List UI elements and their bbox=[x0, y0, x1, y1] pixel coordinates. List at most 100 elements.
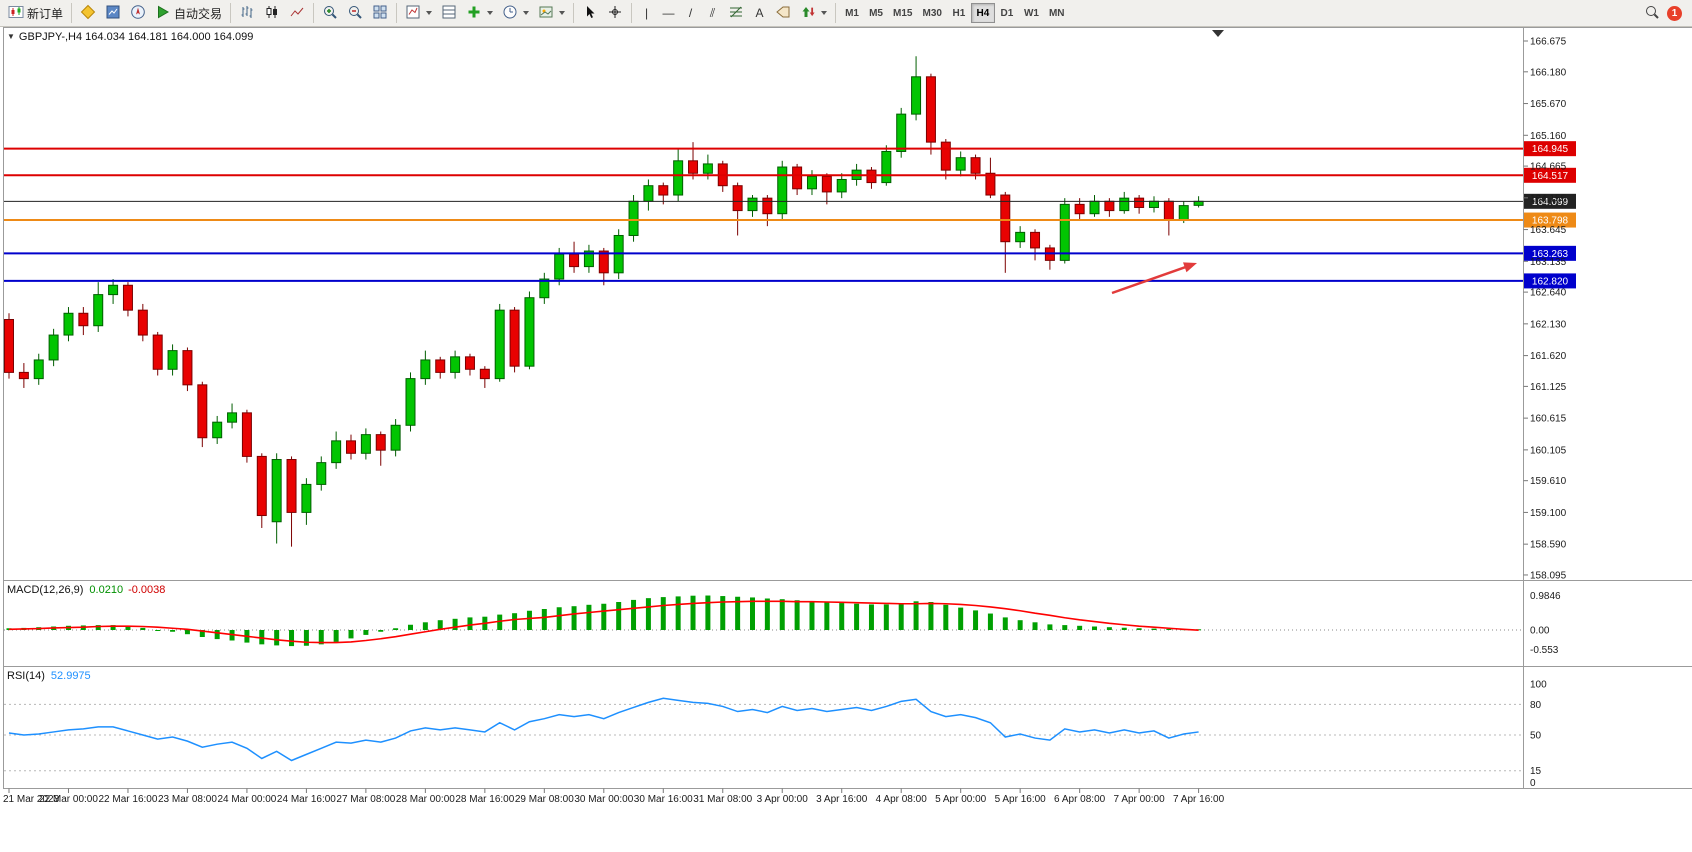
chevron-down-icon bbox=[523, 11, 530, 15]
new-order-button[interactable]: 新订单 bbox=[4, 2, 67, 24]
autotrading-icon bbox=[155, 4, 171, 23]
rsi-scale-label: 15 bbox=[1530, 766, 1542, 777]
timeframe-button-MN[interactable]: MN bbox=[1044, 3, 1070, 23]
macd-bar bbox=[883, 604, 889, 630]
notification-badge[interactable]: 1 bbox=[1667, 5, 1682, 21]
timeframe-button-D1[interactable]: D1 bbox=[995, 3, 1019, 23]
bars-chart-icon bbox=[239, 4, 255, 23]
candle bbox=[539, 278, 550, 299]
chevron-down-icon bbox=[559, 11, 566, 15]
horizontal-line-button[interactable]: — bbox=[658, 2, 679, 24]
time-axis-label: 30 Mar 16:00 bbox=[634, 794, 693, 805]
candle bbox=[792, 166, 803, 190]
data-window-button[interactable] bbox=[437, 2, 461, 24]
add-indicator-button[interactable] bbox=[462, 2, 497, 24]
timeframe-button-M5[interactable]: M5 bbox=[864, 3, 888, 23]
market-watch-button[interactable] bbox=[101, 2, 125, 24]
timeframe-button-H4[interactable]: H4 bbox=[970, 3, 995, 23]
period-button[interactable] bbox=[498, 2, 533, 24]
macd-bar bbox=[467, 617, 473, 630]
line-chart-button[interactable] bbox=[285, 2, 309, 24]
price-axis-label: 163.135 bbox=[1530, 257, 1567, 268]
crosshair-button[interactable] bbox=[603, 2, 627, 24]
template-button[interactable] bbox=[534, 2, 569, 24]
macd-bar bbox=[422, 622, 428, 630]
macd-bar bbox=[170, 630, 176, 632]
bars-chart-button[interactable] bbox=[235, 2, 259, 24]
candle bbox=[643, 185, 654, 202]
macd-bar bbox=[363, 630, 369, 635]
price-tag bbox=[1524, 167, 1576, 183]
price-lines-layer: 164.945 164.517 164.099 163.798 163.263 162.8… bbox=[4, 141, 1576, 289]
price-tag-label: 164.517 bbox=[1532, 171, 1569, 182]
autotrading-button[interactable]: 自动交易 bbox=[151, 2, 226, 24]
price-axis[interactable]: 166.675 166.180 165.670 165.160 164.665 164.1… bbox=[1523, 37, 1567, 582]
macd-main-value: 0.0210 bbox=[89, 584, 124, 596]
time-axis-label: 5 Apr 00:00 bbox=[935, 794, 987, 805]
label-button[interactable] bbox=[771, 2, 795, 24]
candles-chart-icon bbox=[264, 4, 280, 23]
macd-bar bbox=[735, 596, 741, 630]
timeframe-button-M15[interactable]: M15 bbox=[888, 3, 917, 23]
macd-bar bbox=[705, 595, 711, 630]
timeframe-button-M30[interactable]: M30 bbox=[917, 3, 946, 23]
candle bbox=[1059, 203, 1070, 261]
cursor-button[interactable] bbox=[578, 2, 602, 24]
annotation-arrow-shaft[interactable] bbox=[1111, 264, 1190, 295]
timeframe-button-W1[interactable]: W1 bbox=[1019, 3, 1044, 23]
rsi-scale-label: 100 bbox=[1530, 680, 1547, 691]
candles-chart-button[interactable] bbox=[260, 2, 284, 24]
trendline-button[interactable]: / bbox=[680, 2, 701, 24]
candle bbox=[152, 334, 163, 370]
navigator-button[interactable] bbox=[126, 2, 150, 24]
macd-scale-label: 0.00 bbox=[1530, 626, 1550, 637]
symbol-dropdown-icon[interactable]: ▼ bbox=[7, 32, 15, 41]
timeframe-button-M1[interactable]: M1 bbox=[840, 3, 864, 23]
zoom-out-icon bbox=[347, 4, 363, 23]
macd-bar bbox=[571, 606, 577, 630]
metaeditor-button[interactable] bbox=[76, 2, 100, 24]
annotation-arrow-head[interactable] bbox=[1183, 262, 1197, 273]
candle bbox=[866, 169, 877, 184]
timeframe-button-H1[interactable]: H1 bbox=[947, 3, 971, 23]
macd-bar bbox=[1002, 617, 1008, 630]
navigator-icon bbox=[130, 4, 146, 23]
fibonacci-button[interactable] bbox=[724, 2, 748, 24]
time-axis-label: 22 Mar 00:00 bbox=[39, 794, 98, 805]
main-toolbar: 新订单 自动交易 bbox=[0, 0, 1692, 27]
line-chart-icon bbox=[289, 4, 305, 23]
macd-bar bbox=[1151, 628, 1157, 630]
macd-bar bbox=[601, 603, 607, 630]
indicators-list-button[interactable] bbox=[401, 2, 436, 24]
candle bbox=[1104, 200, 1115, 212]
candle bbox=[286, 459, 297, 513]
candle bbox=[316, 462, 327, 485]
candle bbox=[18, 371, 29, 380]
price-tag-label: 163.798 bbox=[1532, 216, 1569, 227]
toolbar-separator bbox=[573, 3, 575, 23]
chart-shift-marker[interactable] bbox=[1212, 30, 1224, 37]
candle bbox=[227, 412, 238, 423]
candle bbox=[241, 412, 252, 457]
price-axis-label: 158.590 bbox=[1530, 540, 1567, 551]
zoom-out-button[interactable] bbox=[343, 2, 367, 24]
price-axis-label: 165.670 bbox=[1530, 99, 1567, 110]
price-tag-label: 164.945 bbox=[1532, 144, 1569, 155]
candle bbox=[137, 309, 148, 336]
vertical-line-button[interactable]: | bbox=[636, 2, 657, 24]
toolbar-separator bbox=[631, 3, 633, 23]
channel-button[interactable]: ⫽ bbox=[702, 2, 723, 24]
macd-bar bbox=[214, 630, 220, 640]
tile-windows-button[interactable] bbox=[368, 2, 392, 24]
toolbar-separator bbox=[835, 3, 837, 23]
macd-bar bbox=[660, 597, 666, 630]
macd-bar bbox=[303, 630, 309, 646]
arrows-button[interactable] bbox=[796, 2, 831, 24]
time-axis-label: 3 Apr 00:00 bbox=[757, 794, 809, 805]
text-button[interactable]: A bbox=[749, 2, 770, 24]
zoom-in-button[interactable] bbox=[318, 2, 342, 24]
candle bbox=[479, 368, 490, 380]
search-button[interactable] bbox=[1640, 2, 1664, 24]
